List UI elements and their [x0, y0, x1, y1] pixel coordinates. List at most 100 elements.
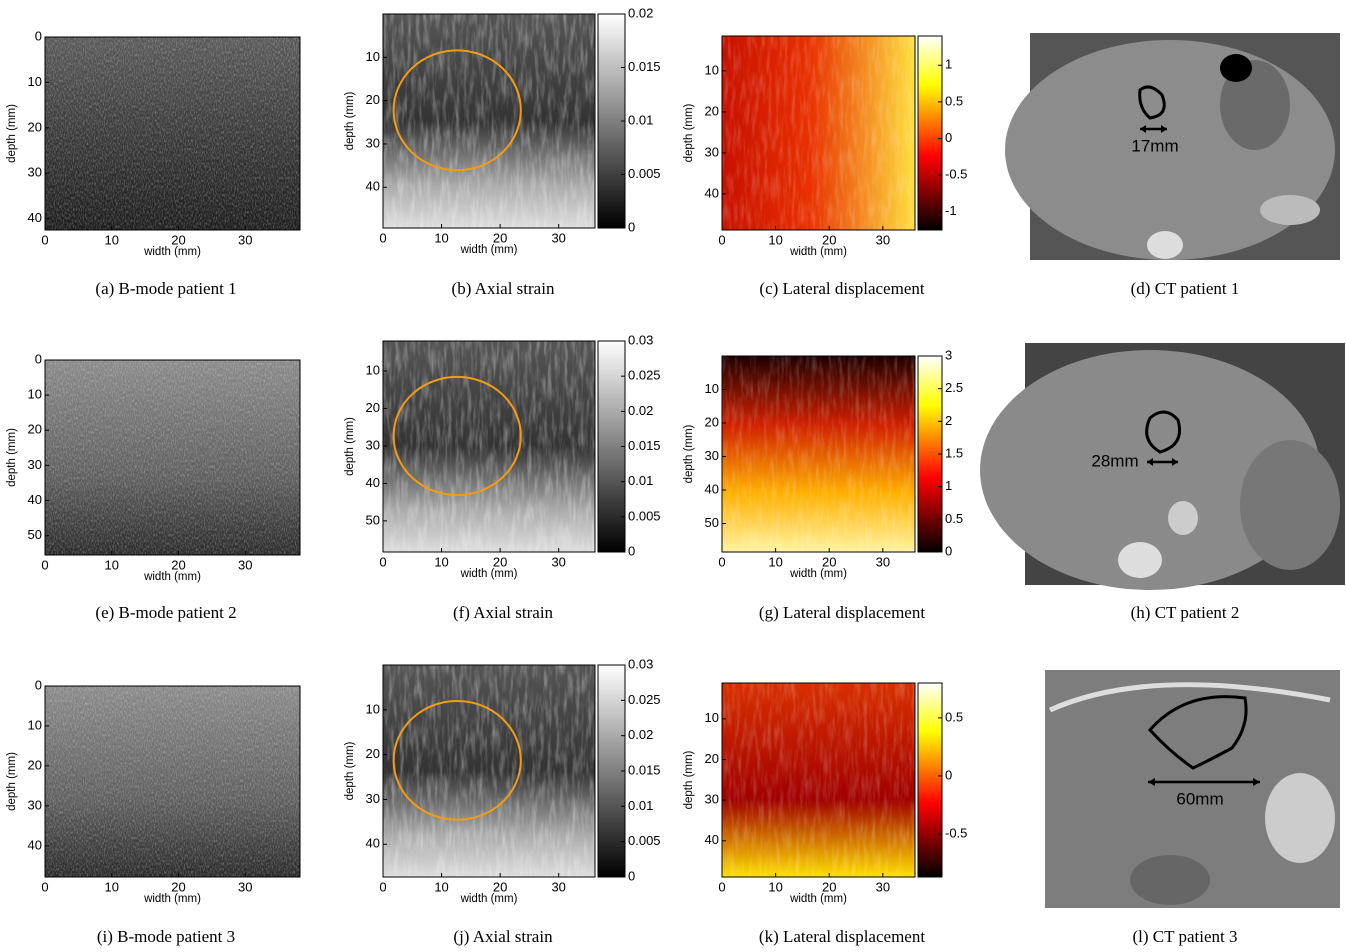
image-texture — [383, 341, 595, 552]
y-tick-label: 10 — [28, 74, 42, 89]
colorbar-tick-label: -0.5 — [945, 167, 967, 182]
x-axis-label: width (mm) — [789, 568, 847, 580]
x-tick-label: 0 — [41, 557, 48, 572]
x-axis-label: width (mm) — [789, 246, 847, 258]
y-tick-label: 20 — [366, 746, 380, 761]
y-tick-label: 10 — [366, 701, 380, 716]
y-axis-label: depth (mm) — [6, 752, 18, 811]
caption: (j) Axial strain — [453, 927, 553, 946]
x-tick-label: 0 — [379, 879, 386, 894]
caption: (a) B-mode patient 1 — [95, 279, 236, 298]
colorbar-tick-label: 0.015 — [628, 762, 661, 777]
x-tick-label: 10 — [105, 879, 119, 894]
y-tick-label: 20 — [705, 414, 719, 429]
x-tick-label: 0 — [41, 879, 48, 894]
y-tick-label: 30 — [705, 144, 719, 159]
colorbar-tick-label: 0.02 — [628, 5, 653, 20]
y-tick-label: 20 — [28, 119, 42, 134]
x-tick-label: 30 — [551, 230, 565, 245]
colorbar-tick-label: 1.5 — [945, 445, 963, 460]
colorbar-tick-label: 0.03 — [628, 656, 653, 671]
x-tick-label: 10 — [434, 879, 448, 894]
y-tick-label: 20 — [366, 400, 380, 415]
image-texture — [722, 683, 915, 877]
annotation: 60mm — [1176, 789, 1223, 808]
colorbar-tick-label: 0 — [628, 868, 635, 883]
y-tick-label: 30 — [28, 165, 42, 180]
caption: (i) B-mode patient 3 — [97, 927, 235, 946]
y-tick-label: 10 — [28, 717, 42, 732]
caption: (b) Axial strain — [452, 279, 555, 298]
colorbar-tick-label: 0 — [628, 543, 635, 558]
x-tick-label: 10 — [105, 232, 119, 247]
y-tick-label: 30 — [28, 797, 42, 812]
colorbar-tick-label: 0.005 — [628, 833, 661, 848]
y-tick-label: 40 — [28, 210, 42, 225]
y-tick-label: 10 — [705, 62, 719, 77]
y-tick-label: 40 — [28, 837, 42, 852]
y-tick-label: 0 — [35, 351, 42, 366]
y-tick-label: 40 — [705, 481, 719, 496]
x-tick-label: 30 — [876, 879, 890, 894]
x-tick-label: 10 — [434, 554, 448, 569]
x-tick-label: 10 — [768, 554, 782, 569]
y-tick-label: 20 — [28, 422, 42, 437]
x-axis-label: width (mm) — [460, 568, 518, 580]
y-tick-label: 50 — [366, 512, 380, 527]
x-axis-label: width (mm) — [143, 571, 201, 583]
colorbar-tick-label: 0 — [945, 543, 952, 558]
x-tick-label: 10 — [105, 557, 119, 572]
y-tick-label: 10 — [366, 49, 380, 64]
y-tick-label: 30 — [705, 792, 719, 807]
colorbar — [918, 683, 942, 877]
y-tick-label: 0 — [35, 28, 42, 43]
x-tick-label: 30 — [238, 557, 252, 572]
colorbar — [598, 665, 625, 877]
x-tick-label: 30 — [551, 879, 565, 894]
x-tick-label: 10 — [434, 230, 448, 245]
x-tick-label: 0 — [718, 879, 725, 894]
y-tick-label: 40 — [705, 185, 719, 200]
caption: (h) CT patient 2 — [1131, 603, 1240, 622]
x-tick-label: 10 — [768, 232, 782, 247]
colorbar-tick-label: 2.5 — [945, 380, 963, 395]
y-tick-label: 10 — [705, 381, 719, 396]
x-axis-label: width (mm) — [143, 246, 201, 258]
colorbar-tick-label: 0.005 — [628, 508, 661, 523]
x-axis-label: width (mm) — [789, 893, 847, 905]
y-tick-label: 10 — [705, 710, 719, 725]
x-tick-label: 0 — [379, 230, 386, 245]
x-tick-label: 30 — [238, 879, 252, 894]
image-texture — [383, 665, 595, 877]
x-tick-label: 0 — [379, 554, 386, 569]
image-texture — [45, 37, 300, 230]
y-axis-label: depth (mm) — [683, 103, 695, 162]
colorbar-tick-label: 0.01 — [628, 112, 653, 127]
y-tick-label: 20 — [28, 757, 42, 772]
x-tick-label: 0 — [718, 232, 725, 247]
y-axis-label: depth (mm) — [344, 91, 356, 150]
colorbar-tick-label: 0.5 — [945, 93, 963, 108]
colorbar-tick-label: 0.005 — [628, 166, 661, 181]
colorbar-tick-label: 0 — [945, 130, 952, 145]
x-axis-label: width (mm) — [143, 893, 201, 905]
caption: (k) Lateral displacement — [759, 927, 925, 946]
y-tick-label: 40 — [366, 836, 380, 851]
x-tick-label: 10 — [768, 879, 782, 894]
y-axis-label: depth (mm) — [6, 104, 18, 163]
figure: (a) B-mode patient 10102030010203040widt… — [0, 0, 1346, 952]
colorbar-tick-label: 0.02 — [628, 727, 653, 742]
y-tick-label: 10 — [366, 362, 380, 377]
colorbar — [598, 341, 625, 552]
colorbar — [598, 14, 625, 228]
x-tick-label: 30 — [876, 554, 890, 569]
colorbar-tick-label: -0.5 — [945, 825, 967, 840]
colorbar-tick-label: 0.5 — [945, 511, 963, 526]
colorbar-tick-label: 0.02 — [628, 403, 653, 418]
colorbar-tick-label: -1 — [945, 203, 957, 218]
y-tick-label: 30 — [705, 448, 719, 463]
y-tick-label: 50 — [705, 515, 719, 530]
caption: (c) Lateral displacement — [759, 279, 924, 298]
colorbar-tick-label: 2 — [945, 413, 952, 428]
colorbar-tick-label: 1 — [945, 57, 952, 72]
